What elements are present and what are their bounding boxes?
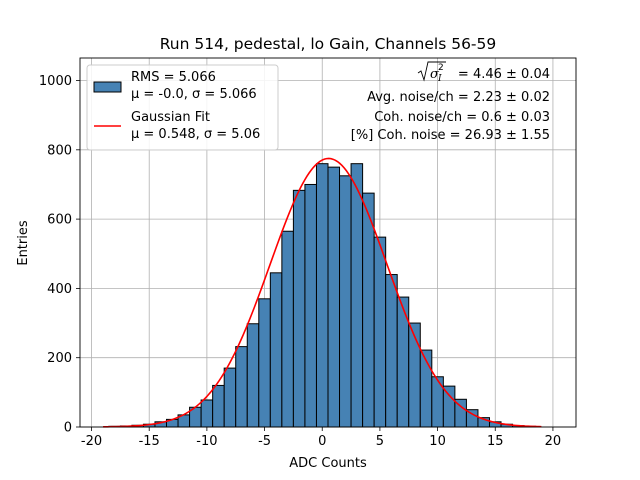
x-axis-label: ADC Counts — [289, 456, 367, 471]
svg-text:I: I — [437, 74, 442, 84]
y-axis-label: Entries — [16, 220, 31, 266]
y-tick-label: 200 — [47, 351, 72, 366]
y-axis-ticks: 0 200 400 600 800 1000 — [39, 74, 80, 436]
histogram-bar — [292, 189, 306, 428]
x-tick-label: 0 — [318, 434, 326, 449]
x-axis-ticks: -20 -15 -10 -5 0 5 10 15 20 — [81, 427, 561, 449]
plot-frame — [79, 57, 577, 428]
x-tick-label: 10 — [429, 434, 446, 449]
histogram-bar — [385, 274, 398, 428]
y-tick-label: 600 — [47, 213, 72, 228]
histogram-bar — [235, 346, 248, 428]
histogram-bar — [339, 175, 352, 428]
x-tick-label: 5 — [376, 434, 384, 449]
histogram-bar — [246, 323, 260, 428]
x-tick-label: -20 — [81, 434, 102, 449]
stats-sigma-value: = 4.46 ± 0.04 — [458, 67, 550, 82]
legend: RMS = 5.066 μ = -0.0, σ = 5.066 Gaussian… — [86, 64, 279, 151]
histogram-bar — [350, 163, 364, 428]
histogram-bar — [431, 376, 444, 428]
x-tick-label: 15 — [487, 434, 504, 449]
histogram-bar — [362, 192, 375, 428]
chart-title: Run 514, pedestal, lo Gain, Channels 56-… — [160, 35, 497, 53]
x-tick-label: -5 — [258, 434, 271, 449]
histogram-bar — [408, 322, 421, 428]
stats-annotation: σ I 2 = 4.46 ± 0.04 Avg. noise/ch = 2.23… — [351, 61, 550, 143]
stats-coh-noise: Coh. noise/ch = 0.6 ± 0.03 — [374, 110, 550, 125]
y-tick-label: 800 — [47, 143, 72, 158]
histogram-bar — [212, 384, 225, 428]
stats-coh-percent: [%] Coh. noise = 26.93 ± 1.55 — [351, 128, 550, 143]
histogram-bar — [315, 163, 329, 428]
histogram-bars — [108, 163, 537, 428]
histogram-bar — [200, 399, 214, 428]
y-tick-label: 1000 — [39, 74, 72, 89]
histogram-bar — [327, 166, 341, 428]
legend-hist-rms: RMS = 5.066 — [131, 70, 216, 85]
legend-fit-title: Gaussian Fit — [131, 110, 210, 125]
y-tick-label: 0 — [64, 421, 72, 436]
histogram-bar — [442, 385, 456, 428]
legend-hist-swatch — [93, 81, 122, 93]
y-tick-label: 400 — [47, 282, 72, 297]
svg-text:2: 2 — [438, 63, 444, 73]
legend-hist-stats: μ = -0.0, σ = 5.066 — [131, 87, 257, 102]
histogram-bar — [258, 298, 271, 428]
gaussian-fit-curve — [103, 157, 542, 428]
legend-fit-stats: μ = 0.548, σ = 5.06 — [131, 127, 260, 142]
sigma-sqrt-symbol: σ I 2 — [417, 61, 446, 84]
histogram-bar — [373, 236, 387, 428]
x-tick-label: 20 — [545, 434, 562, 449]
histogram-bar — [269, 272, 283, 428]
histogram-bar — [281, 230, 294, 428]
legend-box — [86, 64, 279, 151]
svg-text:σ: σ — [430, 67, 440, 82]
stats-avg-noise: Avg. noise/ch = 2.23 ± 0.02 — [367, 90, 550, 105]
histogram-bar — [304, 183, 317, 428]
histogram-bar — [223, 367, 237, 428]
x-tick-label: -15 — [139, 434, 160, 449]
x-tick-label: -10 — [196, 434, 217, 449]
